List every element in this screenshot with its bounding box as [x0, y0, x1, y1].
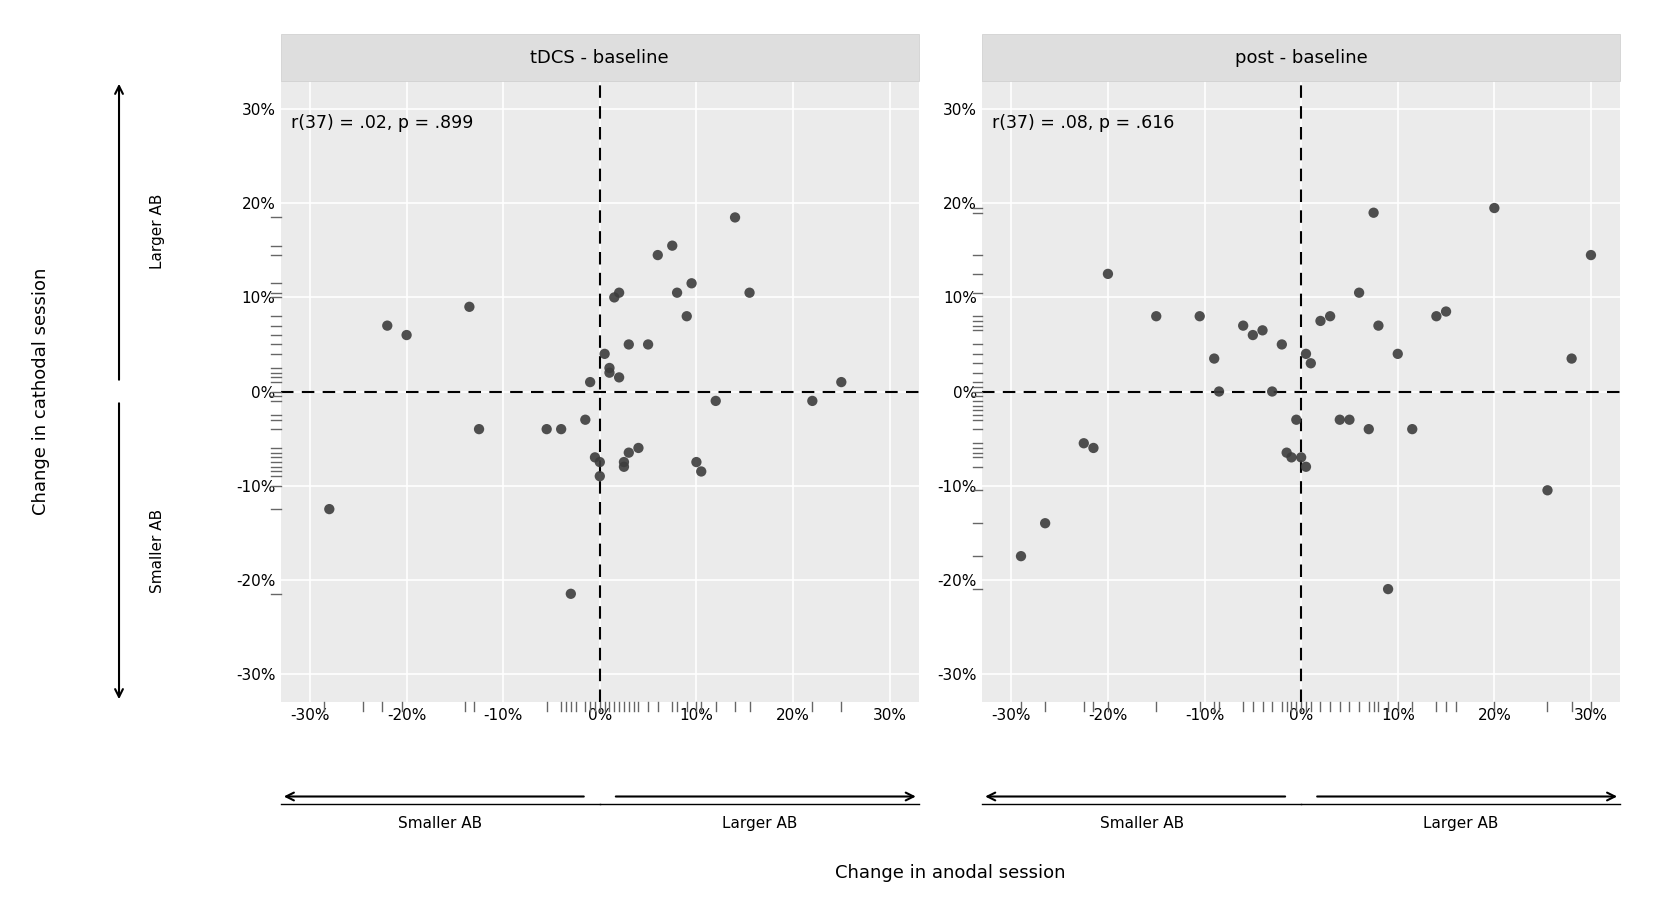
Point [665, 285, 691, 300]
Point [374, 319, 400, 333]
Point [587, 454, 613, 469]
Point [1071, 436, 1098, 451]
Point [1268, 338, 1294, 352]
Point [1534, 483, 1560, 498]
Point [615, 446, 641, 460]
Point [1187, 309, 1213, 323]
Text: r(37) = .08, p = .616: r(37) = .08, p = .616 [992, 114, 1174, 132]
Point [1433, 304, 1460, 319]
Point [1278, 450, 1304, 464]
Point [1423, 309, 1450, 323]
Point [572, 412, 598, 427]
Point [607, 370, 633, 384]
Text: Change in cathodal session: Change in cathodal session [33, 268, 50, 515]
Point [1288, 450, 1314, 464]
Point [597, 365, 623, 380]
Text: post - baseline: post - baseline [1235, 49, 1367, 67]
Point [1385, 346, 1412, 361]
Point [1360, 205, 1387, 220]
Point [678, 276, 704, 291]
Point [1205, 384, 1231, 399]
Text: Smaller AB: Smaller AB [1099, 816, 1184, 831]
Point [673, 309, 699, 323]
Point [798, 393, 825, 408]
Point [1293, 346, 1319, 361]
Point [1250, 323, 1276, 338]
Point [688, 464, 714, 479]
Point [610, 454, 636, 469]
Text: tDCS - baseline: tDCS - baseline [531, 49, 669, 67]
Point [1355, 422, 1382, 436]
Point [1398, 422, 1425, 436]
Point [1202, 351, 1228, 365]
Point [1079, 441, 1106, 455]
Point [1008, 549, 1035, 563]
Point [456, 300, 483, 314]
Point [1031, 516, 1058, 530]
Point [635, 338, 661, 352]
Point [610, 460, 636, 474]
Point [1230, 319, 1256, 333]
Text: Larger AB: Larger AB [721, 816, 797, 831]
Point [1327, 412, 1354, 427]
Point [1481, 201, 1508, 215]
Point [1346, 285, 1372, 300]
Point [1365, 319, 1392, 333]
Point [1273, 446, 1299, 460]
Text: Larger AB: Larger AB [149, 194, 165, 269]
Point [1375, 582, 1402, 597]
Point [683, 454, 709, 469]
Text: Larger AB: Larger AB [1423, 816, 1498, 831]
Point [828, 375, 855, 390]
Point [582, 450, 608, 464]
Point [1336, 412, 1362, 427]
Point [645, 248, 671, 262]
Point [592, 346, 618, 361]
Point [722, 211, 749, 225]
Point [1142, 309, 1169, 323]
Point [466, 422, 493, 436]
Text: r(37) = .02, p = .899: r(37) = .02, p = .899 [291, 114, 473, 132]
Point [547, 422, 574, 436]
Point [736, 285, 762, 300]
Text: Smaller AB: Smaller AB [398, 816, 483, 831]
Point [1094, 266, 1121, 281]
Point [1308, 314, 1334, 328]
FancyBboxPatch shape [982, 34, 1620, 81]
Text: Change in anodal session: Change in anodal session [835, 864, 1066, 882]
Point [1293, 460, 1319, 474]
Point [587, 469, 613, 483]
Point [703, 393, 729, 408]
Point [597, 361, 623, 375]
Point [557, 587, 584, 601]
Point [1283, 412, 1309, 427]
Point [1577, 248, 1603, 262]
Point [1317, 309, 1344, 323]
Point [316, 502, 342, 517]
Point [534, 422, 560, 436]
FancyBboxPatch shape [281, 34, 919, 81]
Point [393, 328, 420, 342]
Point [1559, 351, 1585, 365]
Point [660, 238, 686, 253]
Point [1260, 384, 1286, 399]
Point [1240, 328, 1266, 342]
Point [615, 338, 641, 352]
Point [602, 290, 628, 304]
Text: Smaller AB: Smaller AB [149, 509, 165, 593]
Point [607, 285, 633, 300]
Point [577, 375, 603, 390]
Point [625, 441, 651, 455]
Point [1298, 356, 1324, 371]
